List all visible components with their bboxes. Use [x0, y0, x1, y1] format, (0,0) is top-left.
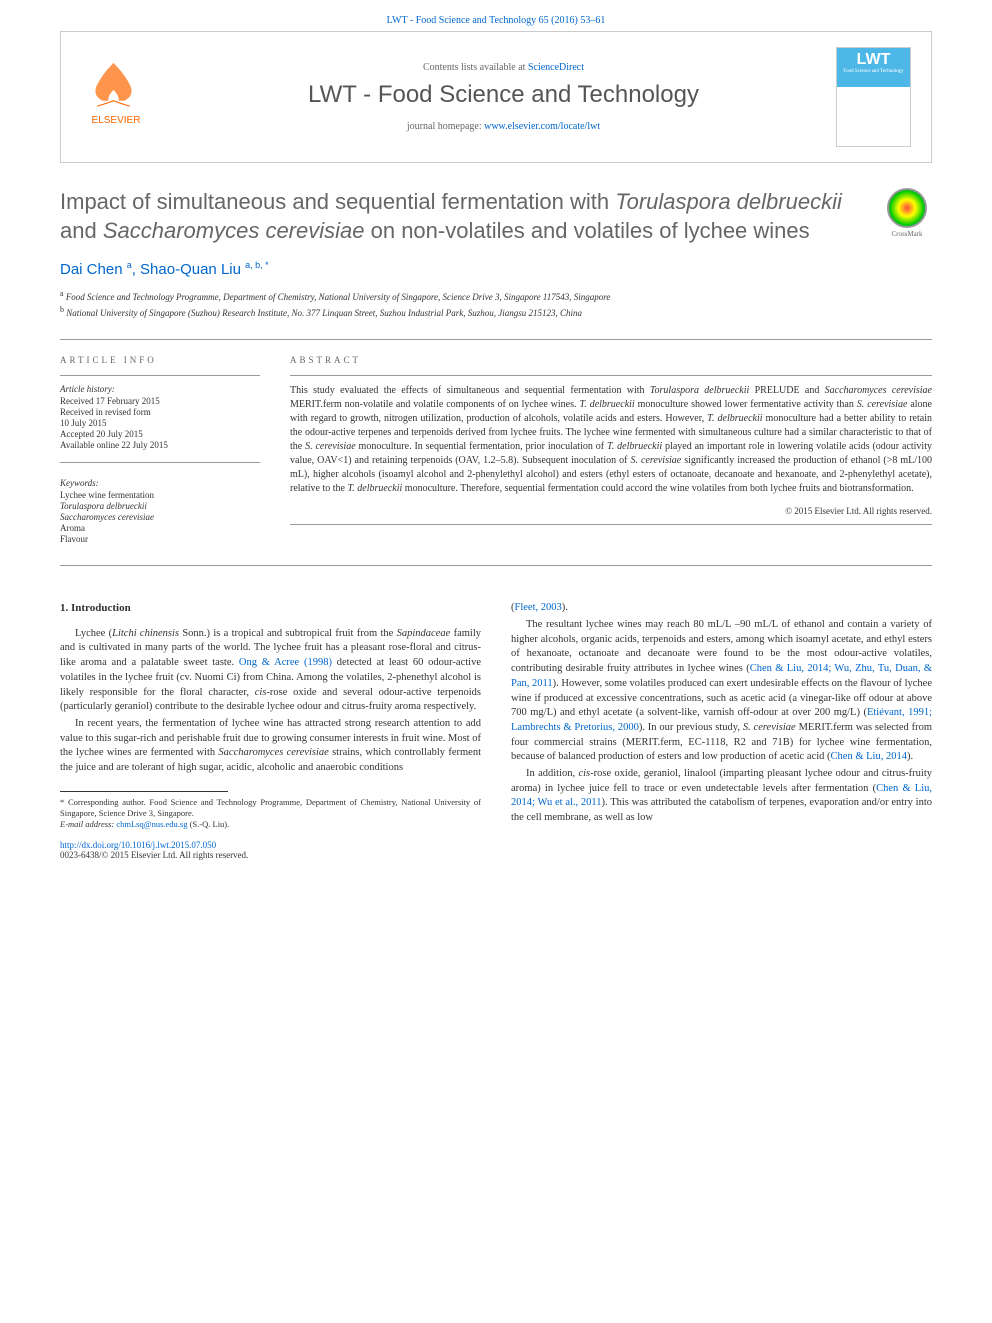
history-item: Accepted 20 July 2015 — [60, 429, 260, 439]
crossmark-badge[interactable]: CrossMark — [882, 188, 932, 238]
authors: Dai Chen a, Shao-Quan Liu a, b, * — [60, 260, 932, 278]
body-p5: In addition, cis-rose oxide, geraniol, l… — [511, 767, 932, 826]
keyword-item: Saccharomyces cerevisiae — [60, 512, 260, 522]
keyword-item: Lychee wine fermentation — [60, 490, 260, 500]
affiliations: a Food Science and Technology Programme,… — [60, 288, 932, 319]
abstract-text: This study evaluated the effects of simu… — [290, 384, 932, 496]
sciencedirect-link[interactable]: ScienceDirect — [528, 62, 584, 73]
body-p4: The resultant lychee wines may reach 80 … — [511, 618, 932, 765]
keyword-item: Flavour — [60, 534, 260, 544]
elsevier-logo[interactable]: ELSEVIER — [81, 57, 151, 137]
homepage-link[interactable]: www.elsevier.com/locate/lwt — [484, 121, 600, 132]
abstract: ABSTRACT This study evaluated the effect… — [290, 355, 932, 545]
page-citation: LWT - Food Science and Technology 65 (20… — [0, 0, 992, 31]
article-info: ARTICLE INFO Article history: Received 1… — [60, 355, 260, 545]
history-item: Received in revised form — [60, 407, 260, 417]
journal-cover[interactable]: LWT Food Science and Technology — [836, 47, 911, 147]
doi-link[interactable]: http://dx.doi.org/10.1016/j.lwt.2015.07.… — [60, 840, 216, 850]
history-item: Available online 22 July 2015 — [60, 440, 260, 450]
homepage-line: journal homepage: www.elsevier.com/locat… — [171, 121, 836, 132]
cover-lwt-text: LWT — [837, 48, 910, 69]
history-item: Received 17 February 2015 — [60, 396, 260, 406]
body-text: 1. Introduction Lychee (Litchi chinensis… — [60, 601, 932, 829]
keyword-item: Torulaspora delbrueckii — [60, 501, 260, 511]
abstract-copyright: © 2015 Elsevier Ltd. All rights reserved… — [290, 506, 932, 516]
body-p3: (Fleet, 2003). — [511, 601, 932, 616]
contents-available: Contents lists available at ScienceDirec… — [171, 62, 836, 73]
footnote-divider — [60, 791, 228, 792]
elsevier-text: ELSEVIER — [81, 115, 151, 126]
email-link[interactable]: chmLsq@nus.edu.sg — [116, 819, 187, 829]
keyword-item: Aroma — [60, 523, 260, 533]
history-label: Article history: — [60, 384, 260, 394]
footer-issn: 0023-6438/© 2015 Elsevier Ltd. All right… — [60, 850, 248, 860]
section-heading: 1. Introduction — [60, 601, 481, 616]
article-info-heading: ARTICLE INFO — [60, 355, 260, 365]
abstract-heading: ABSTRACT — [290, 355, 932, 365]
body-p1: Lychee (Litchi chinensis Sonn.) is a tro… — [60, 627, 481, 715]
crossmark-icon — [887, 188, 927, 228]
body-p2: In recent years, the fermentation of lyc… — [60, 717, 481, 776]
keywords-label: Keywords: — [60, 478, 260, 488]
journal-header-box: ELSEVIER Contents lists available at Sci… — [60, 31, 932, 163]
history-item: 10 July 2015 — [60, 418, 260, 428]
divider — [60, 339, 932, 340]
page-footer: http://dx.doi.org/10.1016/j.lwt.2015.07.… — [0, 830, 992, 870]
corresponding-author-footnote: * Corresponding author. Food Science and… — [60, 797, 481, 830]
journal-title: LWT - Food Science and Technology — [171, 81, 836, 109]
crossmark-text: CrossMark — [882, 230, 932, 238]
elsevier-tree-icon — [81, 57, 146, 112]
cover-subtitle: Food Science and Technology — [837, 69, 910, 74]
article-title: Impact of simultaneous and sequential fe… — [60, 188, 862, 245]
